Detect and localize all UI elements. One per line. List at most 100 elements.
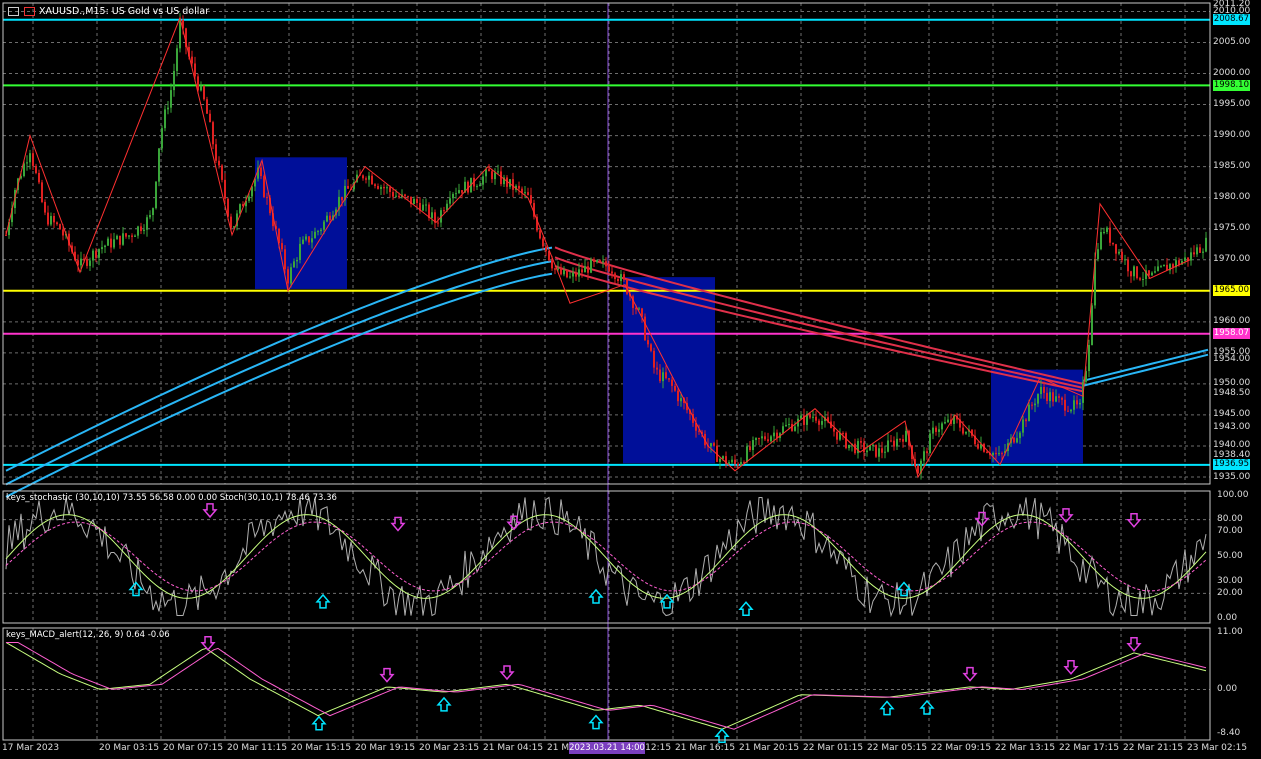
candle-body xyxy=(1028,404,1030,422)
time-tick: 20 Mar 03:15 xyxy=(99,743,160,753)
candle-body xyxy=(266,197,268,199)
candle-body xyxy=(854,443,856,454)
candle-body xyxy=(92,250,94,261)
candle-body xyxy=(344,185,346,201)
arrow-down-icon xyxy=(962,666,978,682)
candle-body xyxy=(248,196,250,201)
price-tick: 2010.00 xyxy=(1213,5,1251,16)
price-tick: 2005.00 xyxy=(1213,36,1251,47)
candle-body xyxy=(932,427,934,434)
candle-body xyxy=(209,113,211,123)
candle-body xyxy=(1193,252,1195,255)
candle-body xyxy=(143,229,145,231)
candle-body xyxy=(188,47,190,57)
candle-body xyxy=(893,440,895,447)
candle-body xyxy=(623,274,625,280)
candle-body xyxy=(461,190,463,193)
candle-body xyxy=(1169,264,1171,271)
candle-body xyxy=(1157,266,1159,272)
candle-body xyxy=(731,459,733,463)
candle-body xyxy=(920,460,922,474)
candle-body xyxy=(1112,242,1114,245)
candle-body xyxy=(1148,270,1150,276)
candle-body xyxy=(1202,251,1204,253)
candle-body xyxy=(788,423,790,425)
candle-body xyxy=(389,187,391,192)
candle-body xyxy=(233,226,235,228)
candle-body xyxy=(611,271,613,274)
candle-body xyxy=(1079,402,1081,405)
candle-body xyxy=(953,415,955,424)
candle-body xyxy=(848,444,850,449)
price-tick: 1970.00 xyxy=(1213,254,1251,265)
candle-body xyxy=(119,235,121,245)
candle-body xyxy=(527,192,529,196)
candle-body xyxy=(1046,392,1048,402)
candle-body xyxy=(566,270,568,278)
arrow-down-icon xyxy=(499,665,515,681)
stochastic-tick: 80.00 xyxy=(1217,514,1243,525)
candle-body xyxy=(569,276,571,278)
candle-body xyxy=(986,451,988,453)
candle-body xyxy=(524,192,526,194)
candle-body xyxy=(191,56,193,64)
chart-window-icon[interactable] xyxy=(24,7,35,16)
candle-body xyxy=(521,188,523,193)
candle-body xyxy=(482,176,484,185)
candle-body xyxy=(77,260,79,266)
candle-body xyxy=(107,238,109,246)
candle-body xyxy=(776,432,778,439)
candle-body xyxy=(185,28,187,48)
candle-body xyxy=(1196,247,1198,255)
candle-body xyxy=(86,258,88,266)
moving-average-red xyxy=(554,256,1084,389)
candle-body xyxy=(128,235,130,237)
candle-body xyxy=(1031,404,1033,406)
stochastic-tick: 70.00 xyxy=(1217,526,1243,537)
candle-body xyxy=(905,430,907,442)
candle-body xyxy=(392,191,394,197)
candle-body xyxy=(1139,278,1141,280)
candle-body xyxy=(125,233,127,237)
candle-body xyxy=(1019,432,1021,439)
candle-body xyxy=(1118,251,1120,254)
candle-body xyxy=(50,216,52,225)
price-line-tag: 1936.95 xyxy=(1213,459,1250,471)
candle-body xyxy=(644,316,646,341)
price-tick: 1948.50 xyxy=(1213,387,1251,398)
chart-icon[interactable] xyxy=(8,7,19,16)
candle-body xyxy=(806,413,808,425)
candle-body xyxy=(800,415,802,419)
time-tick: 21 Mar 20:15 xyxy=(739,743,800,753)
candle-body xyxy=(305,236,307,240)
arrow-up-icon xyxy=(588,714,604,730)
arrow-up-icon xyxy=(659,593,675,609)
candle-body xyxy=(1205,237,1207,252)
candle-body xyxy=(8,222,10,236)
rectangle-zones xyxy=(255,157,1083,464)
candle-body xyxy=(170,90,172,108)
candle-body xyxy=(362,175,364,179)
candle-body xyxy=(1115,244,1117,254)
price-tick: 1945.00 xyxy=(1213,409,1251,420)
candle-body xyxy=(20,176,22,179)
candle-body xyxy=(146,217,148,230)
candle-body xyxy=(929,433,931,454)
candle-body xyxy=(398,195,400,198)
candle-body xyxy=(317,231,319,233)
candle-body xyxy=(413,198,415,205)
time-tick: 21 Mar 04:15 xyxy=(483,743,544,753)
candle-body xyxy=(689,410,691,415)
candle-body xyxy=(761,436,763,439)
moving-average-red xyxy=(554,265,1084,393)
candle-body xyxy=(662,372,664,382)
candle-body xyxy=(356,174,358,182)
candle-body xyxy=(593,259,595,263)
candle-body xyxy=(1058,396,1060,398)
panel-frame xyxy=(2,490,1211,624)
arrow-up-icon xyxy=(311,715,327,731)
candle-body xyxy=(368,175,370,180)
candle-body xyxy=(434,212,436,223)
candle-body xyxy=(101,247,103,250)
